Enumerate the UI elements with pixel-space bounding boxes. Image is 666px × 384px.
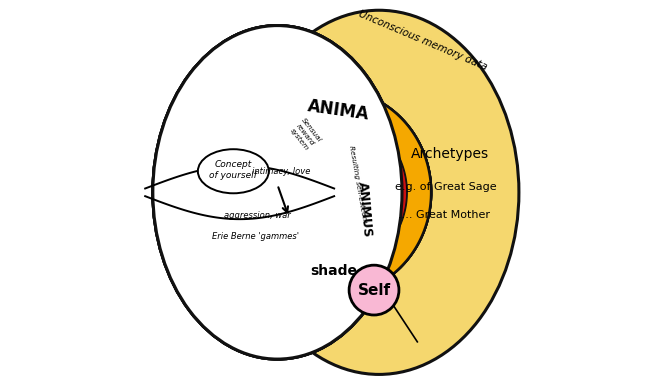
Text: Resulting self-esteem: Resulting self-esteem	[348, 146, 368, 224]
Text: Self: Self	[358, 283, 390, 298]
Polygon shape	[237, 89, 431, 295]
Ellipse shape	[349, 265, 399, 315]
Polygon shape	[321, 113, 374, 189]
Polygon shape	[312, 115, 407, 269]
Polygon shape	[312, 194, 402, 269]
Text: aggression, war: aggression, war	[224, 211, 290, 220]
Polygon shape	[322, 115, 372, 189]
Text: Sensual
reward
system: Sensual reward system	[288, 118, 322, 152]
Ellipse shape	[153, 26, 402, 359]
Polygon shape	[311, 194, 404, 272]
Polygon shape	[311, 192, 404, 272]
Text: Archetypes: Archetypes	[411, 147, 489, 161]
Polygon shape	[263, 116, 334, 192]
Polygon shape	[304, 89, 431, 295]
Polygon shape	[237, 89, 431, 295]
Ellipse shape	[259, 113, 409, 272]
Text: Unconscious memory data: Unconscious memory data	[357, 9, 489, 73]
Polygon shape	[260, 113, 377, 192]
Polygon shape	[237, 89, 431, 295]
Polygon shape	[334, 126, 409, 222]
Polygon shape	[336, 128, 407, 221]
Text: e.g. of Great Sage: e.g. of Great Sage	[396, 182, 497, 192]
Text: .... Great Mother: .... Great Mother	[398, 210, 490, 220]
Polygon shape	[238, 91, 322, 179]
Polygon shape	[336, 126, 409, 222]
Text: ANIMUS: ANIMUS	[356, 181, 374, 238]
Ellipse shape	[239, 10, 519, 374]
Polygon shape	[311, 192, 404, 272]
Text: Concept
of yourself: Concept of yourself	[210, 161, 257, 180]
Text: shade: shade	[310, 264, 357, 278]
Polygon shape	[334, 126, 409, 222]
Polygon shape	[260, 113, 377, 192]
Polygon shape	[263, 116, 334, 192]
Ellipse shape	[153, 26, 402, 359]
Text: intimacy, love: intimacy, love	[252, 167, 311, 176]
Text: ANIMA: ANIMA	[306, 97, 370, 123]
Polygon shape	[304, 89, 431, 295]
Text: Erie Berne 'gammes': Erie Berne 'gammes'	[212, 232, 299, 241]
Polygon shape	[260, 114, 334, 192]
Ellipse shape	[198, 149, 269, 193]
Ellipse shape	[153, 26, 402, 359]
Ellipse shape	[259, 113, 409, 272]
Ellipse shape	[153, 26, 402, 359]
